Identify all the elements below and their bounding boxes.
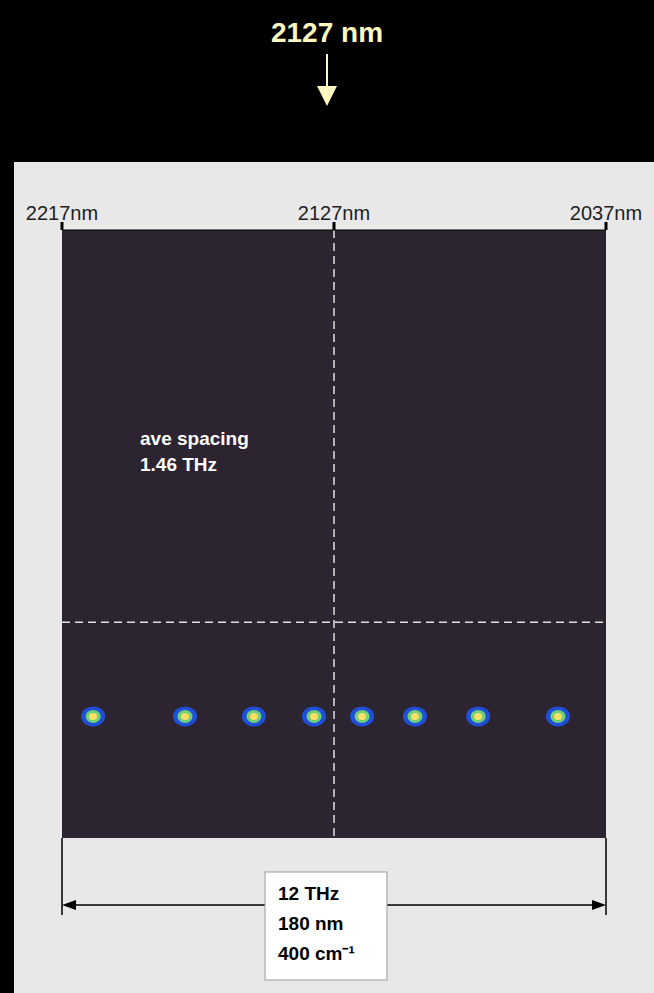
svg-text:1.46 THz: 1.46 THz: [140, 454, 217, 475]
svg-text:400 cm⁻¹: 400 cm⁻¹: [278, 943, 355, 964]
svg-text:ave spacing: ave spacing: [140, 428, 249, 449]
svg-text:2127nm: 2127nm: [298, 202, 370, 224]
svg-text:12 THz: 12 THz: [278, 883, 339, 904]
svg-text:2037nm: 2037nm: [570, 202, 642, 224]
svg-text:180 nm: 180 nm: [278, 913, 343, 934]
svg-text:2127 nm: 2127 nm: [271, 17, 383, 48]
svg-text:2217nm: 2217nm: [26, 202, 98, 224]
